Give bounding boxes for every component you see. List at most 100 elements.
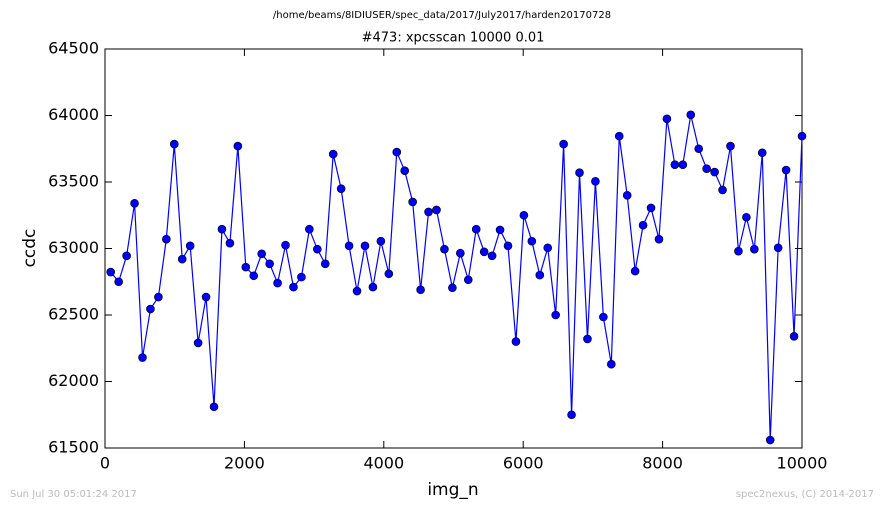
data-point — [781, 165, 791, 175]
data-point — [646, 203, 656, 213]
data-point — [225, 238, 235, 248]
data-point — [495, 225, 505, 235]
axes-frame — [104, 48, 803, 449]
data-point — [551, 310, 560, 320]
data-point — [463, 275, 473, 285]
data-point — [241, 262, 251, 272]
data-point — [503, 241, 513, 251]
data-point — [209, 402, 219, 412]
data-point — [456, 248, 465, 258]
data-point — [686, 110, 696, 120]
data-point — [177, 254, 187, 264]
x-tick-label: 8000 — [642, 454, 683, 473]
data-point — [479, 247, 489, 257]
data-point — [257, 249, 266, 259]
data-point — [400, 166, 410, 175]
data-point — [408, 197, 417, 207]
data-point — [471, 224, 481, 234]
data-point — [797, 131, 807, 141]
data-point — [487, 251, 497, 261]
data-point — [654, 234, 664, 244]
data-point — [328, 149, 338, 159]
data-point — [360, 241, 370, 251]
data-point — [757, 148, 767, 158]
x-tick-label: 10000 — [777, 454, 828, 473]
data-point — [567, 410, 576, 420]
data-point — [543, 243, 553, 253]
data-point — [527, 236, 537, 246]
data-point — [297, 272, 306, 282]
y-tick-label: 61500 — [48, 438, 99, 457]
data-point — [718, 185, 727, 195]
data-point — [670, 160, 680, 170]
data-point — [273, 278, 282, 288]
y-axis-label: ccdc — [20, 229, 40, 268]
data-point — [710, 167, 719, 177]
data-point — [607, 359, 616, 369]
data-point — [440, 244, 449, 254]
data-point — [519, 210, 529, 220]
data-point — [575, 168, 584, 177]
data-point — [789, 331, 799, 341]
data-point — [185, 241, 195, 251]
y-tick-label: 62500 — [48, 305, 99, 324]
data-point — [106, 267, 116, 277]
x-tick-label: 0 — [100, 454, 110, 473]
footer-left: Sun Jul 30 05:01:24 2017 — [10, 489, 137, 500]
data-point — [114, 277, 123, 287]
data-point — [122, 251, 131, 261]
data-point — [138, 353, 147, 362]
data-point — [233, 141, 243, 151]
data-point — [765, 435, 775, 445]
x-axis-label: img_n — [427, 480, 478, 500]
data-point — [694, 144, 704, 154]
data-point — [384, 269, 394, 279]
data-point — [416, 285, 425, 295]
data-point — [313, 244, 322, 254]
data-point — [742, 212, 751, 222]
data-point — [678, 160, 688, 170]
data-point — [217, 224, 227, 234]
x-tick-label: 6000 — [503, 454, 544, 473]
data-point — [162, 234, 171, 244]
data-point — [750, 244, 759, 254]
data-point — [773, 243, 783, 253]
y-tick-label: 64000 — [48, 105, 99, 124]
data-line — [110, 114, 803, 441]
data-point — [305, 224, 314, 234]
data-point — [559, 139, 568, 149]
data-point — [281, 240, 290, 250]
data-point — [535, 270, 545, 280]
data-point — [352, 286, 362, 296]
suptitle: /home/beams/8IDIUSER/spec_data/2017/July… — [273, 10, 611, 21]
data-point — [249, 271, 259, 281]
data-point — [336, 184, 346, 193]
data-point — [320, 259, 330, 269]
data-point — [376, 236, 386, 246]
y-tick-label: 63000 — [48, 238, 99, 257]
data-point — [392, 147, 402, 157]
data-point — [511, 337, 521, 346]
data-point — [630, 266, 640, 276]
data-point — [638, 220, 648, 230]
data-point — [614, 131, 624, 141]
x-tick-label: 4000 — [363, 454, 404, 473]
x-tick-label: 2000 — [224, 454, 265, 473]
data-point — [432, 205, 441, 215]
data-point — [289, 282, 298, 292]
data-point — [193, 338, 203, 348]
data-point — [368, 282, 378, 292]
data-point — [146, 304, 155, 314]
data-point — [662, 114, 672, 124]
y-tick-label: 64500 — [48, 39, 99, 58]
data-point — [726, 141, 735, 151]
data-point — [583, 334, 592, 344]
data-point — [169, 139, 179, 149]
data-point — [201, 292, 211, 302]
data-point — [344, 241, 354, 251]
y-tick-label: 63500 — [48, 172, 99, 191]
data-point — [591, 177, 600, 186]
chart-title: #473: xpcsscan 10000 0.01 — [362, 31, 545, 46]
data-point — [154, 292, 163, 302]
